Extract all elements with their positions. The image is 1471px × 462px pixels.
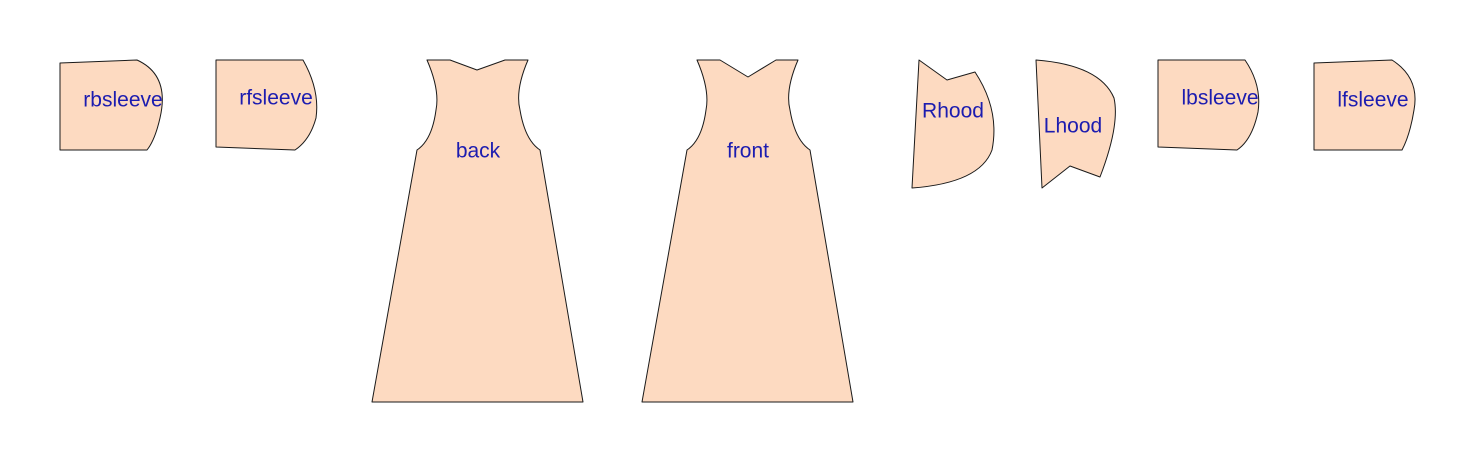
lfsleeve-label: lfsleeve [1337, 89, 1408, 112]
lbsleeve-label: lbsleeve [1181, 87, 1258, 110]
front-shape [641, 59, 854, 403]
lbsleeve-shape [1157, 59, 1260, 151]
pattern-piece-front[interactable]: front [641, 59, 854, 403]
rfsleeve-shape [215, 59, 318, 151]
pattern-piece-lhood[interactable]: Lhood [1035, 59, 1116, 189]
rhood-label: Rhood [922, 100, 984, 123]
front-label: front [727, 140, 769, 163]
back-label: back [456, 140, 501, 163]
pattern-piece-back[interactable]: back [371, 59, 584, 403]
lfsleeve-shape [1313, 59, 1416, 151]
lhood-label: Lhood [1044, 115, 1102, 138]
rbsleeve-label: rbsleeve [83, 89, 162, 112]
pattern-piece-rbsleeve[interactable]: rbsleeve [59, 59, 163, 151]
pattern-piece-lbsleeve[interactable]: lbsleeve [1157, 59, 1260, 151]
back-shape [371, 59, 584, 403]
rhood-shape [911, 59, 995, 189]
lhood-shape [1035, 59, 1116, 189]
pattern-piece-rfsleeve[interactable]: rfsleeve [215, 59, 318, 151]
pattern-piece-rhood[interactable]: Rhood [911, 59, 995, 189]
rbsleeve-shape [59, 59, 163, 151]
rfsleeve-label: rfsleeve [239, 87, 313, 110]
pattern-piece-lfsleeve[interactable]: lfsleeve [1313, 59, 1416, 151]
